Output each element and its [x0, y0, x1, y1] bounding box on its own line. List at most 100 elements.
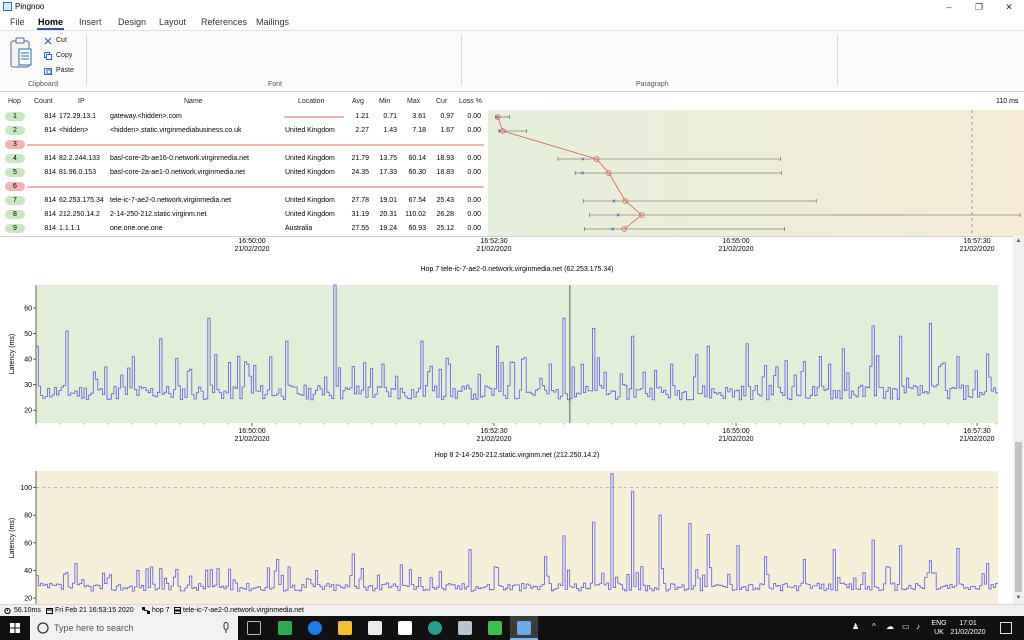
windows-taskbar: Type here to search ♟ ^ ☁ ▭ ♪ ENG UK 17:…: [0, 616, 1024, 640]
font-group-label: Font: [268, 81, 283, 88]
edge-browser-icon[interactable]: [308, 621, 322, 635]
hop-graphs-panel: 16:50:00 21/02/2020 16:52:30 21/02/2020 16:5…: [0, 236, 1013, 605]
col-max[interactable]: Max: [407, 98, 421, 105]
latency-strip-chart[interactable]: ×××××××: [488, 110, 1024, 236]
paste-large-button[interactable]: [8, 37, 34, 71]
tab-layout[interactable]: Layout: [159, 17, 187, 27]
scroll-up-arrow[interactable]: ▲: [1015, 238, 1022, 244]
table-row[interactable]: 5 814 81.96.0.153 basl-core-2a-ae1-0.networ…: [0, 166, 487, 180]
hop-graphs-canvas[interactable]: 16:50:0021/02/202016:52:3021/02/202016:5…: [0, 237, 1013, 605]
table-row[interactable]: 2 814 <hidden> <hidden>.static.virginmediab…: [0, 124, 487, 138]
show-hidden-icons[interactable]: ^: [872, 622, 876, 631]
people-icon[interactable]: ♟: [852, 622, 860, 631]
time-axis-label: 16:50:00: [238, 428, 265, 435]
latency-series: [36, 284, 998, 401]
cut-button[interactable]: Cut: [44, 37, 84, 46]
copy-label: Copy: [56, 52, 73, 59]
network-tray-icon[interactable]: ▭: [902, 622, 910, 631]
cell-min: 20.31: [379, 211, 397, 218]
col-hop[interactable]: Hop: [8, 98, 21, 105]
notifications-icon[interactable]: [1000, 622, 1012, 634]
cell-location: United Kingdom: [285, 197, 335, 204]
tab-home[interactable]: Home: [38, 17, 64, 27]
tab-file[interactable]: File: [10, 17, 25, 27]
scroll-down-arrow[interactable]: ▼: [1015, 595, 1022, 601]
cell-ip: 1.1.1.1: [59, 225, 81, 232]
scroll-thumb[interactable]: [1015, 442, 1022, 592]
col-count[interactable]: Count: [34, 98, 53, 105]
taskbar-search-box[interactable]: Type here to search: [30, 616, 238, 640]
cell-ip: 172.29.13.1: [59, 113, 96, 120]
ribbon-tabs: File Home Insert Design Layout Reference…: [0, 14, 1024, 31]
cell-min: 19.01: [379, 197, 397, 204]
app-icon-green[interactable]: [278, 621, 292, 635]
cell-count: 814: [44, 211, 56, 218]
y-tick-label: 40: [24, 568, 32, 575]
minimize-button[interactable]: –: [946, 2, 952, 12]
task-view-icon[interactable]: [247, 621, 261, 635]
col-min[interactable]: Min: [379, 98, 391, 105]
cell-name: <hidden>.static.virginmediabusiness.co.u…: [110, 127, 242, 134]
table-row[interactable]: 1 814 172.29.13.1 gateway.<hidden>.com 1.21 0…: [0, 110, 487, 124]
close-button[interactable]: ✕: [1005, 2, 1013, 12]
mail-icon[interactable]: [398, 621, 412, 635]
col-ip[interactable]: IP: [78, 98, 85, 105]
tab-references[interactable]: References: [201, 17, 248, 27]
table-row[interactable]: 7 814 62.253.175.34 tele-ic-7-ae2-0.network…: [0, 194, 487, 208]
cell-min: 13.75: [379, 155, 397, 162]
scissors-icon: [44, 37, 52, 45]
file-explorer-icon[interactable]: [338, 621, 352, 635]
hop-average-point: [593, 156, 600, 162]
cell-avg: 27.78: [351, 197, 369, 204]
col-location[interactable]: Location: [298, 98, 325, 105]
hop-graph-7[interactable]: Hop 7 tele-ic-7-ae2-0.network.virginmedi…: [9, 266, 998, 426]
app-icon-grey[interactable]: [458, 621, 472, 635]
clipboard-group-label: Clipboard: [28, 81, 58, 88]
cell-name: tele-ic-7-ae2-0.network.virginmedia.net: [110, 197, 231, 204]
col-avg[interactable]: Avg: [352, 98, 364, 105]
taskbar-clock[interactable]: 17:01 21/02/2020: [948, 619, 988, 637]
graph-title: Hop 7 tele-ic-7-ae2-0.network.virginmedi…: [421, 266, 614, 273]
col-loss[interactable]: Loss %: [459, 98, 482, 105]
cloud-icon[interactable]: ☁: [886, 622, 894, 631]
app-icon-teal[interactable]: [428, 621, 442, 635]
tab-mailings[interactable]: Mailings: [256, 17, 290, 27]
table-row[interactable]: 6: [0, 180, 487, 194]
paste-button[interactable]: Paste: [44, 67, 84, 76]
stopwatch-icon: [4, 607, 11, 614]
table-row[interactable]: 4 814 82.2.244.133 basl-core-2b-ae16-0.netw…: [0, 152, 487, 166]
col-cur[interactable]: Cur: [436, 98, 448, 105]
table-row[interactable]: 3: [0, 138, 487, 152]
store-icon[interactable]: [368, 621, 382, 635]
input-language[interactable]: ENG UK: [930, 619, 948, 637]
graphs-scrollbar[interactable]: ▲ ▼: [1013, 237, 1024, 604]
cell-min: 17.33: [379, 169, 397, 176]
table-row[interactable]: 9 814 1.1.1.1 one.one.one.one Australia 27.55…: [0, 222, 487, 236]
cell-cur: 26.28: [436, 211, 454, 218]
strip-scale-label: 110 ms: [996, 98, 1019, 105]
ribbon: Cut Copy Paste Clipboard Font Paragraph: [0, 31, 1024, 92]
tab-design[interactable]: Design: [118, 17, 147, 27]
table-row[interactable]: 8 814 212.250.14.2 2-14-250-212.static.virg…: [0, 208, 487, 222]
cell-count: 814: [44, 127, 56, 134]
cell-loss: 0.00: [467, 211, 481, 218]
col-name[interactable]: Name: [184, 98, 203, 105]
copy-button[interactable]: Copy: [44, 52, 84, 61]
maximize-button[interactable]: ❐: [974, 2, 984, 12]
timeout-indicator: [27, 186, 484, 188]
active-tab-indicator: [37, 28, 64, 30]
start-button[interactable]: [0, 616, 30, 640]
cell-name: basl-core-2a-ae1-0.network.virginmedia.n…: [110, 169, 246, 176]
tab-insert[interactable]: Insert: [79, 17, 102, 27]
hop-average-point: [495, 114, 501, 120]
hop-graph-8[interactable]: Hop 8 2-14-250-212.static.virginm.net (2…: [9, 452, 998, 605]
cell-name: 2-14-250-212.static.virginm.net: [110, 211, 207, 218]
cell-avg: 2.27: [355, 127, 369, 134]
volume-icon[interactable]: ♪: [916, 622, 920, 631]
y-tick-label: 80: [24, 513, 32, 520]
qt-creator-icon[interactable]: [488, 621, 502, 635]
pingnoo-taskbar-button[interactable]: [510, 616, 538, 640]
pingnoo-taskbar-icon: [517, 621, 531, 635]
cell-avg: 27.55: [351, 225, 369, 232]
cell-avg: 31.19: [351, 211, 369, 218]
